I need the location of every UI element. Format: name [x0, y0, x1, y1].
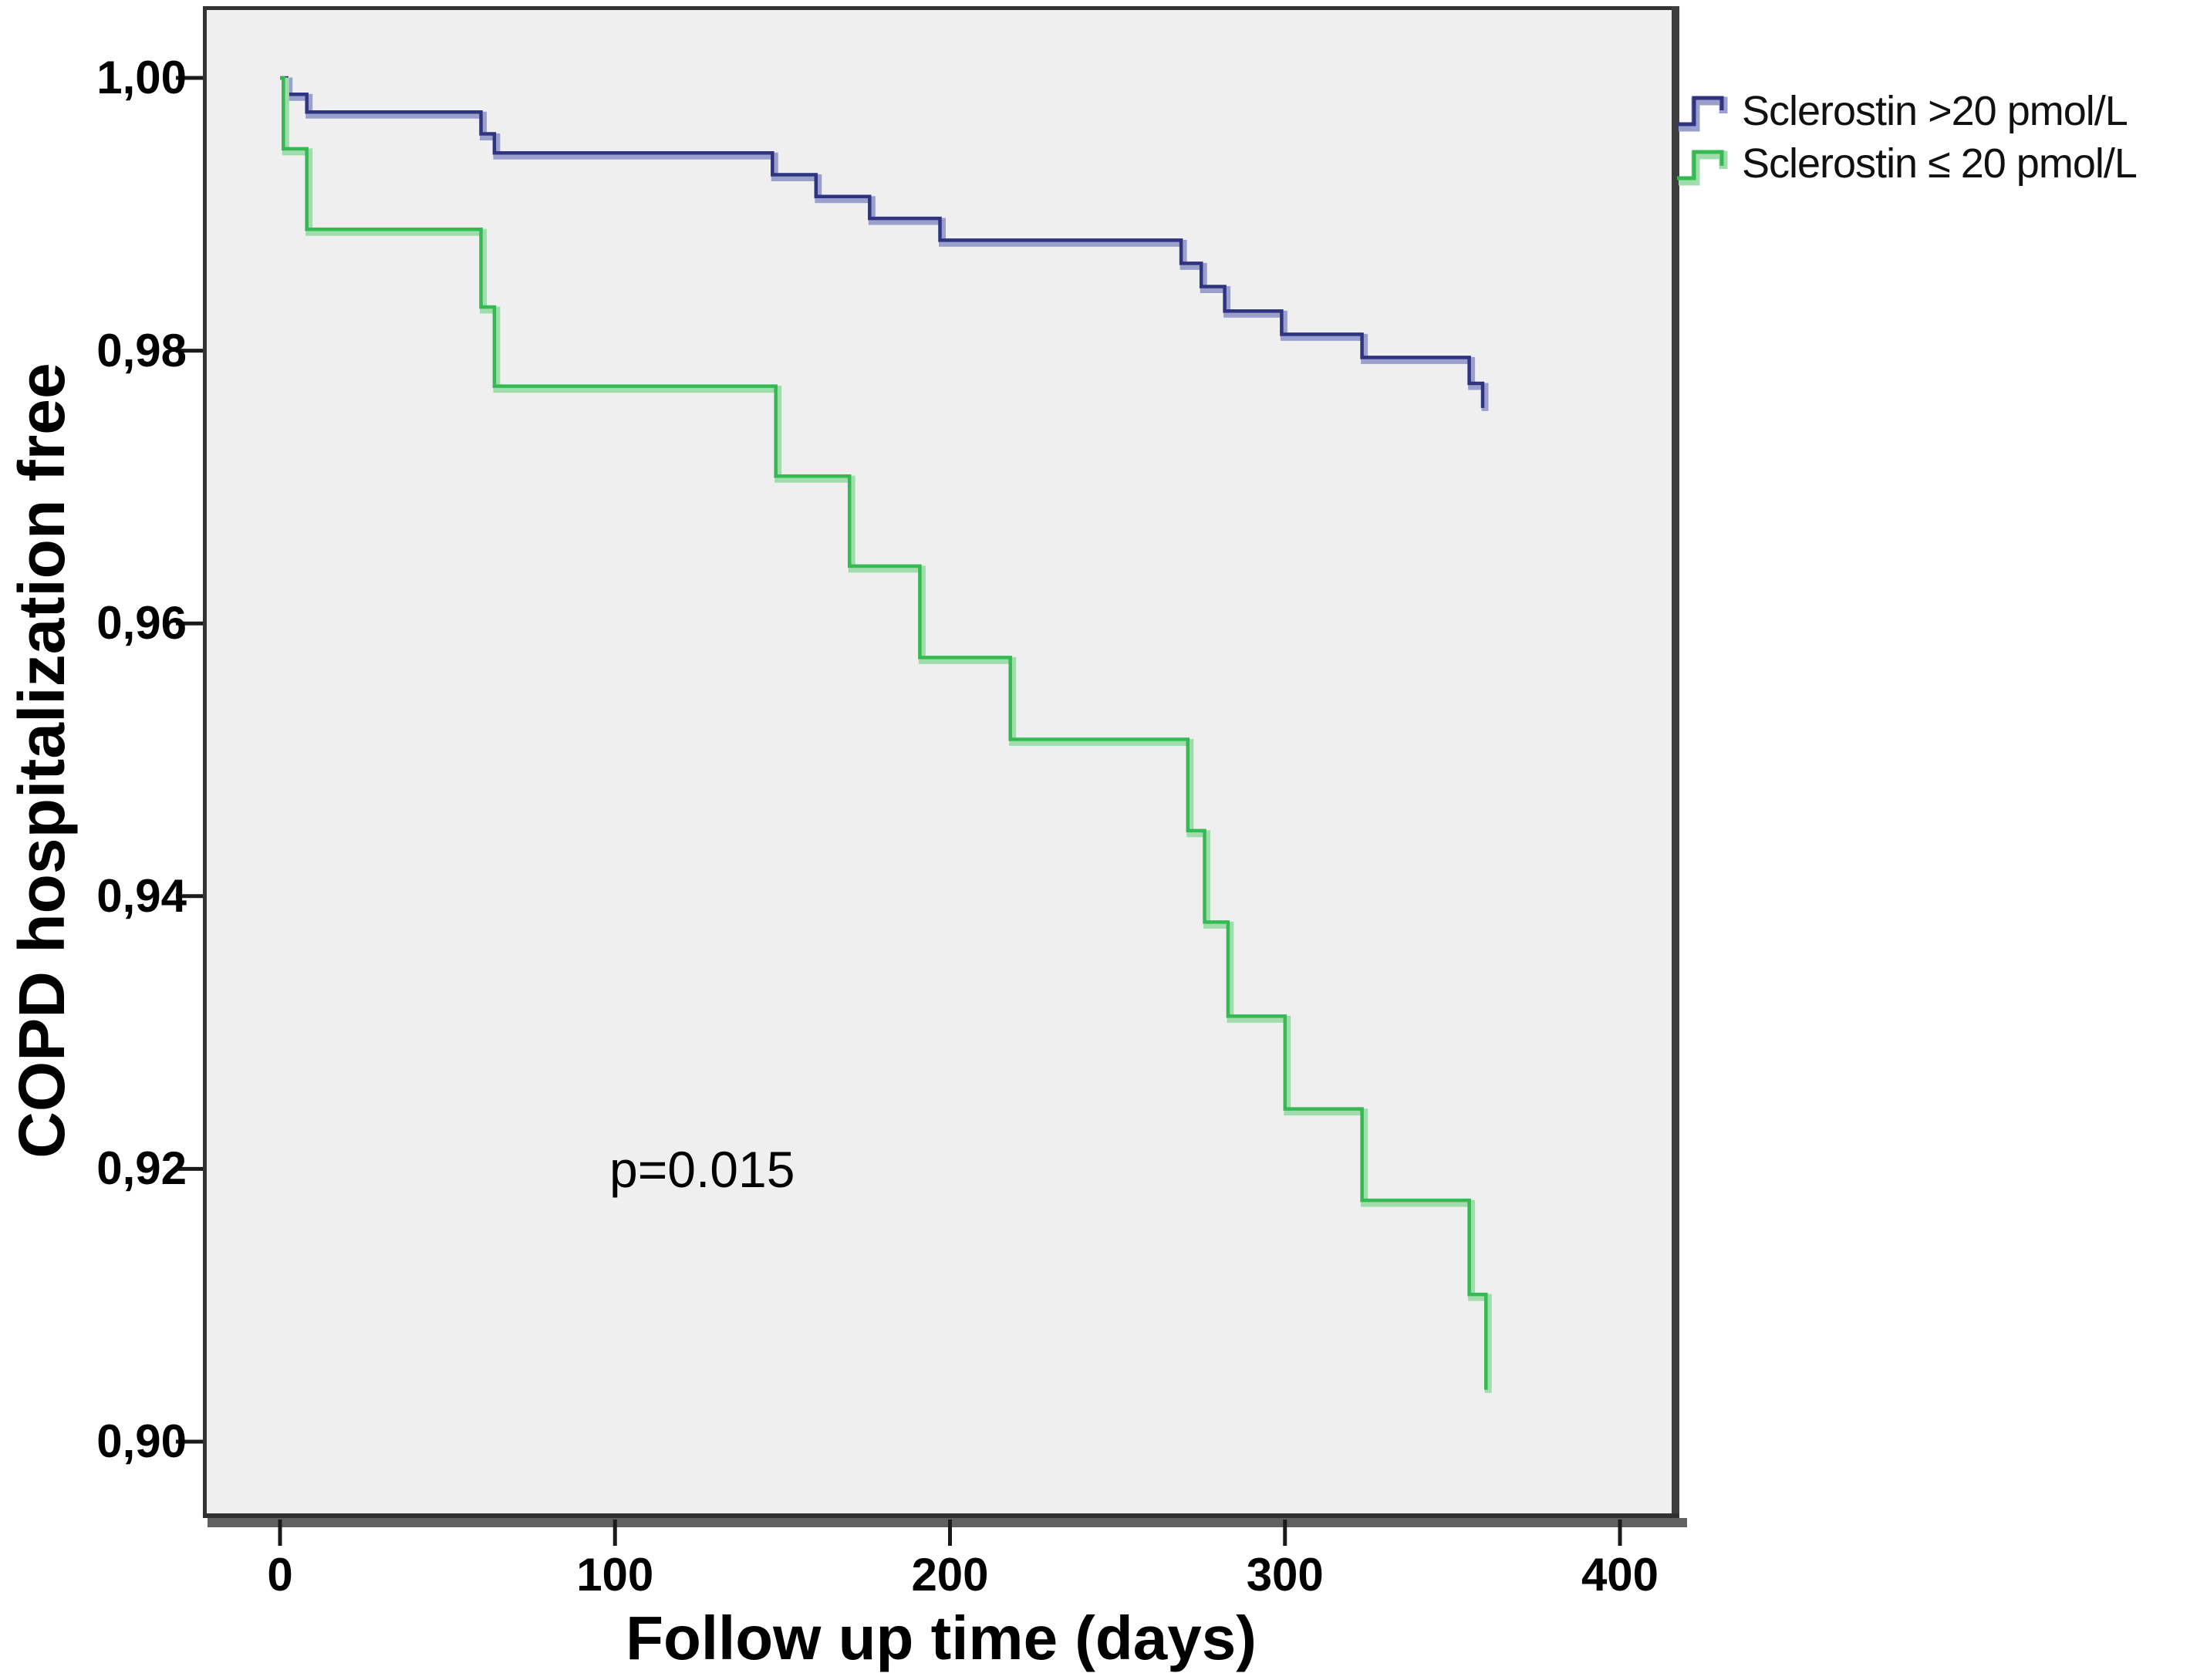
plot-frame-top [203, 6, 1679, 10]
x-tick-label: 300 [1246, 1549, 1324, 1601]
x-axis-title: Follow up time (days) [626, 1604, 1257, 1672]
legend-label: Sclerostin ≤ 20 pmol/L [1742, 140, 2138, 187]
y-tick-label: 0,90 [96, 1415, 187, 1467]
legend-item-sclerostin-low: Sclerostin ≤ 20 pmol/L [1674, 137, 2138, 190]
x-tick-label: 100 [576, 1549, 654, 1601]
sclerostin-low-curve-halo [282, 77, 1492, 1393]
plot-frame-bottom [203, 1513, 1679, 1518]
p-value-annotation: p=0.015 [609, 1141, 795, 1198]
legend-item-sclerostin-high: Sclerostin >20 pmol/L [1674, 85, 2137, 137]
x-tick-label: 400 [1581, 1549, 1659, 1601]
legend: Sclerostin >20 pmol/L Sclerostin ≤ 20 pm… [1674, 85, 2138, 190]
y-tick-label: 0,98 [96, 324, 187, 376]
legend-label: Sclerostin >20 pmol/L [1742, 88, 2128, 134]
sclerostin-low-curve [280, 76, 1488, 1390]
y-axis-title: COPD hospitalization free [5, 363, 78, 1159]
x-tick-label: 200 [911, 1549, 989, 1601]
y-tick-label: 0,92 [96, 1142, 187, 1195]
sclerostin-high-curve [280, 76, 1485, 408]
step-line-icon [1677, 150, 1728, 186]
step-line-icon [1677, 96, 1728, 132]
plot-frame-bottom-shadow [208, 1518, 1687, 1527]
x-tick-label: 0 [267, 1549, 293, 1601]
y-tick-label: 0,96 [96, 597, 187, 649]
y-tick-label: 1,00 [96, 52, 187, 103]
plot-frame-right [1672, 6, 1679, 1518]
sclerostin-high-curve-halo [282, 77, 1489, 411]
plot-frame-left [203, 6, 207, 1518]
y-tick-label: 0,94 [96, 869, 187, 922]
plot-area [203, 6, 1679, 1518]
